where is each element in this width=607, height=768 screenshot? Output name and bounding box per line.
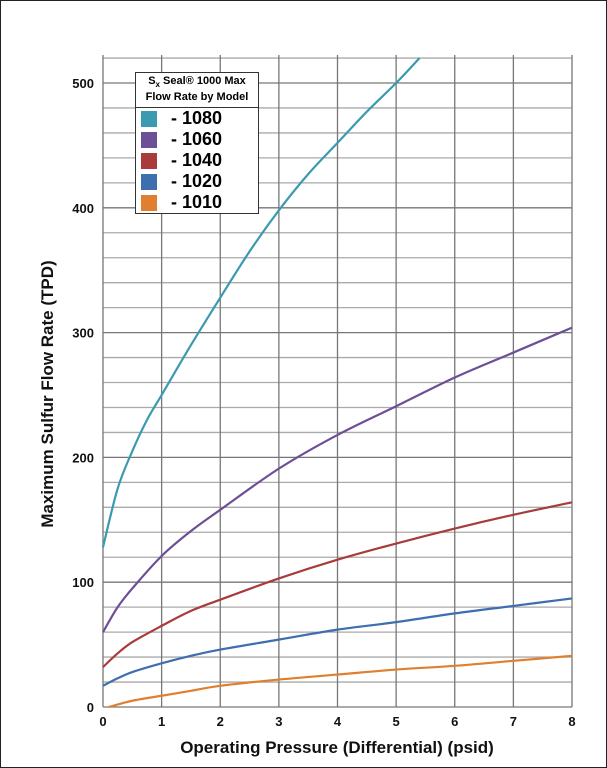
x-tick-label: 6	[451, 714, 458, 729]
x-axis-label: Operating Pressure (Differential) (psid)	[180, 738, 494, 757]
series-line-1010	[108, 654, 573, 709]
legend-title: Sx Seal® 1000 Max Flow Rate by Model	[136, 73, 258, 109]
legend-swatch	[141, 131, 157, 148]
legend-label: - 1080	[171, 108, 223, 129]
legend-swatch	[141, 152, 157, 169]
series-line-1060	[102, 326, 573, 633]
y-axis-label: Maximum Sulfur Flow Rate (TPD)	[38, 260, 57, 527]
legend-label: - 1060	[171, 129, 223, 150]
y-tick-label: 200	[72, 450, 94, 465]
legend-item: - 1060	[136, 129, 258, 150]
series-line-1080	[101, 57, 421, 548]
x-tick-label: 4	[334, 714, 342, 729]
y-tick-label: 100	[72, 575, 94, 590]
x-tick-label: 1	[158, 714, 165, 729]
legend: Sx Seal® 1000 Max Flow Rate by Model - 10…	[135, 72, 259, 215]
x-tick-label: 7	[510, 714, 517, 729]
legend-label: - 1010	[171, 192, 223, 213]
y-tick-label: 0	[87, 700, 94, 715]
legend-label: - 1040	[171, 150, 223, 171]
y-tick-label: 400	[72, 201, 94, 216]
x-tick-label: 2	[217, 714, 224, 729]
series-line-1020	[102, 597, 573, 687]
x-tick-label: 8	[568, 714, 575, 729]
legend-item: - 1040	[136, 150, 258, 171]
y-tick-label: 500	[72, 76, 94, 91]
y-tick-label: 300	[72, 326, 94, 341]
legend-item: - 1010	[136, 192, 258, 213]
legend-swatch	[141, 173, 157, 190]
legend-item: - 1020	[136, 171, 258, 192]
x-tick-label: 0	[99, 714, 106, 729]
series-line-1040	[102, 501, 573, 668]
legend-item: - 1080	[136, 108, 258, 129]
x-tick-label: 3	[275, 714, 282, 729]
legend-swatch	[141, 110, 157, 127]
legend-swatch	[141, 194, 157, 211]
legend-label: - 1020	[171, 171, 223, 192]
x-tick-label: 5	[393, 714, 400, 729]
